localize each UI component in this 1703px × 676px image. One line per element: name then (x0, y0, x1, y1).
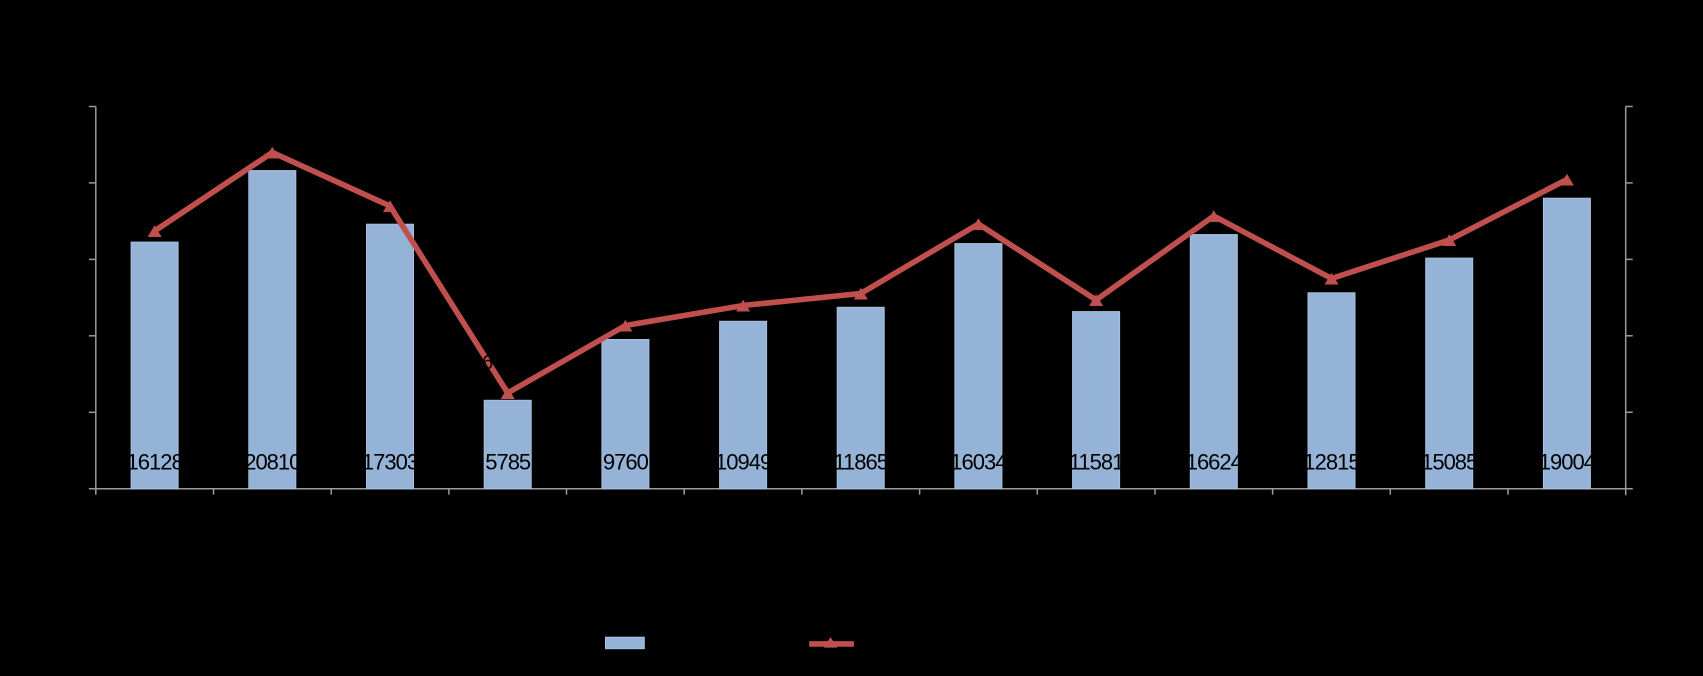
svg-text:19004: 19004 (1539, 449, 1596, 474)
svg-text:5785: 5785 (485, 449, 531, 474)
svg-text:12815: 12815 (1303, 449, 1360, 474)
svg-text:16624: 16624 (1186, 449, 1243, 474)
svg-text:16128: 16128 (127, 449, 184, 474)
svg-text:6: 6 (482, 352, 493, 374)
svg-text:11581: 11581 (1069, 449, 1124, 474)
svg-text:20810: 20810 (244, 449, 301, 474)
svg-text:10949: 10949 (715, 449, 772, 474)
svg-text:9760: 9760 (603, 449, 649, 474)
svg-text:16034: 16034 (950, 449, 1007, 474)
svg-text:17303: 17303 (362, 449, 419, 474)
svg-text:15085: 15085 (1421, 449, 1478, 474)
svg-text:11865: 11865 (833, 449, 888, 474)
